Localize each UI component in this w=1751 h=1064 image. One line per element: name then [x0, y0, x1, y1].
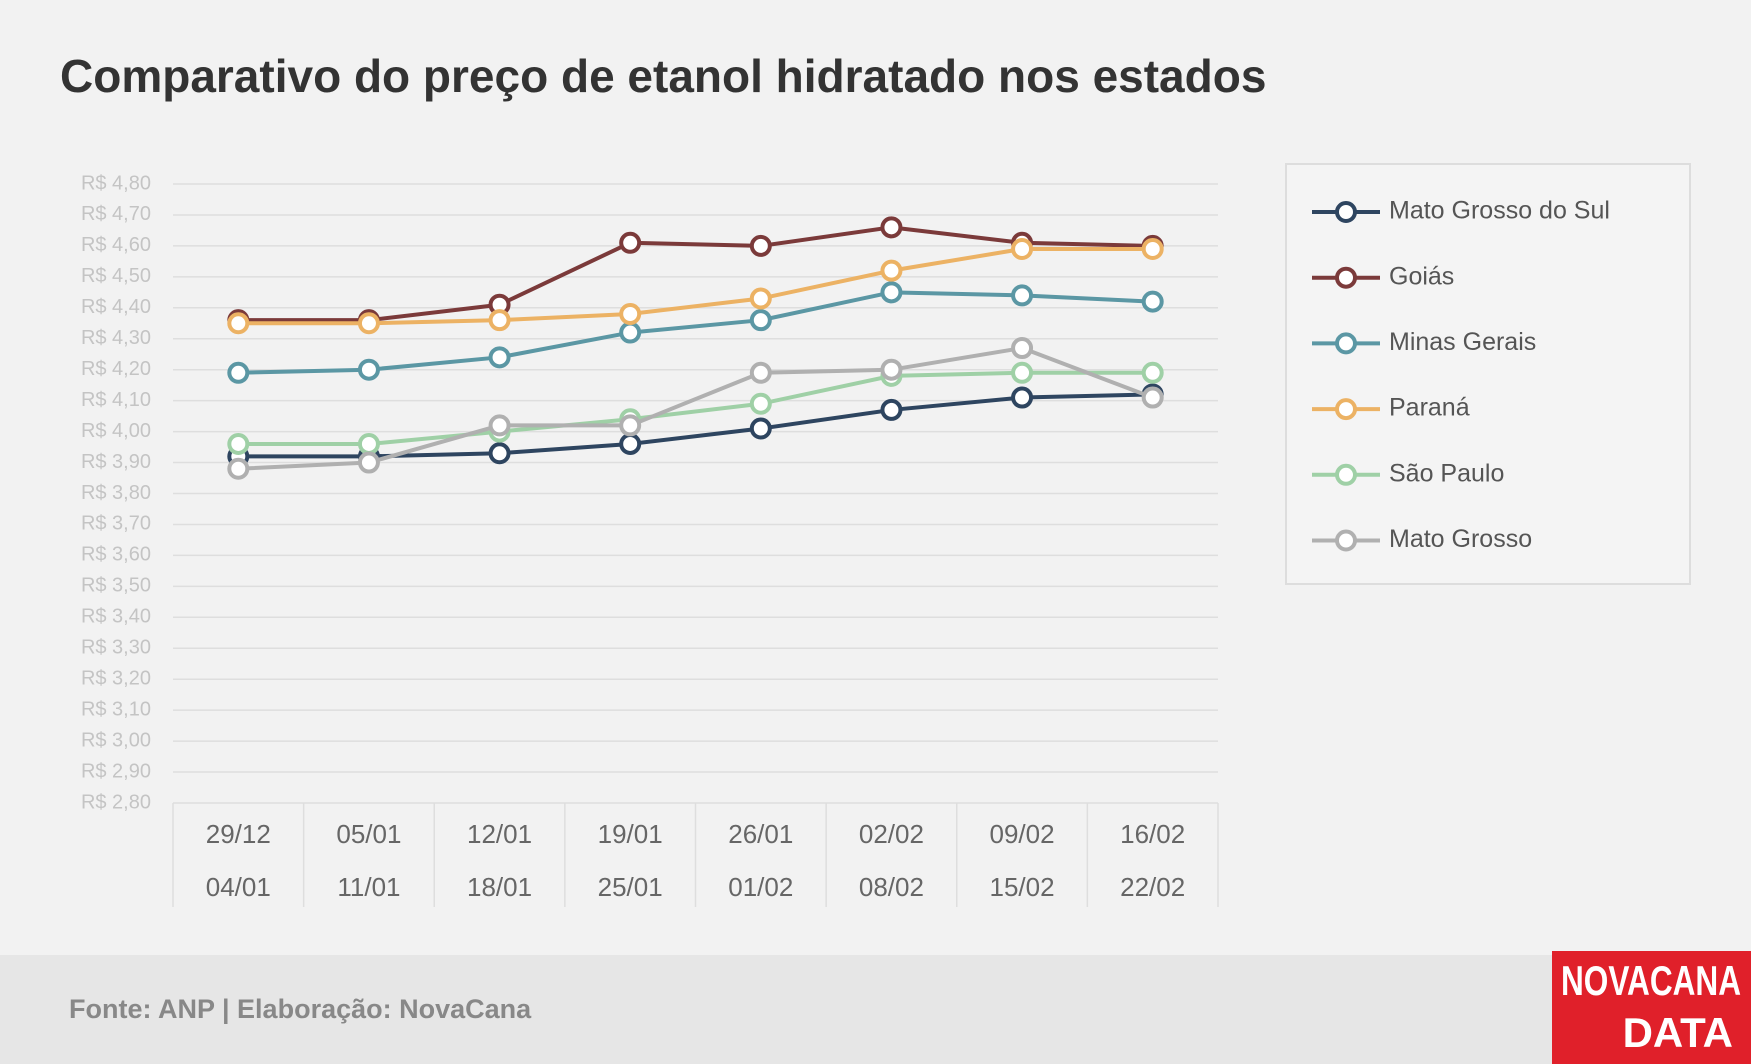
marker [227, 312, 250, 335]
legend-marker [1335, 463, 1357, 486]
y-tick-label: R$ 3,70 [81, 513, 151, 535]
y-tick-label: R$ 3,90 [81, 451, 151, 473]
marker [749, 287, 772, 310]
legend-label: Paraná [1389, 394, 1470, 422]
legend-label: Minas Gerais [1389, 328, 1536, 356]
marker [227, 457, 250, 480]
y-tick-label: R$ 3,00 [81, 729, 151, 751]
y-tick-label: R$ 3,60 [81, 544, 151, 566]
marker [488, 346, 511, 369]
x-tick-label: 16/02 [1120, 819, 1185, 849]
marker [749, 392, 772, 415]
marker [1011, 361, 1034, 384]
marker [357, 432, 380, 455]
y-tick-label: R$ 4,80 [81, 172, 151, 194]
chart-title: Comparativo do preço de etanol hidratado… [60, 50, 1266, 102]
legend-marker [1335, 201, 1357, 223]
marker [1011, 284, 1034, 307]
marker [880, 398, 903, 421]
y-tick-label: R$ 3,40 [81, 606, 151, 628]
y-tick-label: R$ 2,80 [81, 791, 151, 813]
marker [880, 358, 903, 381]
marker [749, 361, 772, 384]
y-tick-label: R$ 4,70 [81, 203, 151, 225]
legend-marker [1335, 266, 1357, 289]
x-tick-label: 01/02 [728, 872, 793, 902]
legend-marker [1335, 332, 1357, 355]
legend-label: Mato Grosso do Sul [1389, 197, 1610, 225]
marker [227, 432, 250, 455]
legend-marker [1335, 529, 1357, 552]
y-tick-label: R$ 4,00 [81, 420, 151, 442]
legend-label: Mato Grosso [1389, 525, 1532, 553]
marker [749, 309, 772, 332]
footer [0, 955, 1751, 1064]
y-tick-label: R$ 4,20 [81, 358, 151, 380]
marker [619, 302, 642, 325]
x-tick-label: 11/01 [337, 872, 400, 902]
y-tick-label: R$ 3,20 [81, 667, 151, 689]
marker [880, 216, 903, 239]
y-tick-label: R$ 2,90 [81, 760, 151, 782]
logo-box [1552, 951, 1751, 1064]
marker [1141, 237, 1164, 260]
source: Fonte: ANP | Elaboração: NovaCana [69, 994, 532, 1024]
y-tick-label: R$ 3,30 [81, 637, 151, 659]
y-tick-label: R$ 3,10 [81, 698, 151, 720]
x-tick-label: 08/02 [859, 872, 924, 902]
marker [1141, 290, 1164, 313]
legend-box [1285, 163, 1691, 585]
y-tick-label: R$ 4,30 [81, 327, 151, 349]
y-tick-label: R$ 4,40 [81, 296, 151, 318]
legend-label: Goiás [1389, 262, 1454, 290]
marker [619, 231, 642, 254]
marker [227, 361, 250, 384]
x-tick-label: 04/01 [206, 872, 271, 902]
marker [619, 432, 642, 455]
marker [880, 281, 903, 304]
x-tick-label: 09/02 [990, 819, 1055, 849]
marker [749, 417, 772, 440]
x-tick-label: 02/02 [859, 819, 924, 849]
x-tick-label: 15/02 [990, 872, 1055, 902]
marker [488, 309, 511, 332]
y-tick-label: R$ 3,80 [81, 482, 151, 504]
marker [1011, 386, 1034, 409]
x-tick-label: 25/01 [598, 872, 663, 902]
x-tick-label: 12/01 [467, 819, 532, 849]
marker [1141, 386, 1164, 409]
marker [619, 321, 642, 344]
y-tick-label: R$ 4,10 [81, 389, 151, 411]
marker [488, 442, 511, 465]
legend-label: São Paulo [1389, 459, 1504, 487]
logo-text: DATA [1623, 1009, 1733, 1056]
logo-text: NOVACANA [1561, 957, 1741, 1004]
marker [619, 414, 642, 437]
x-tick-label: 29/12 [206, 819, 271, 849]
x-tick-label: 18/01 [467, 872, 532, 902]
marker [357, 312, 380, 335]
x-tick-label: 05/01 [336, 819, 401, 849]
line [238, 346, 1154, 471]
marker [880, 259, 903, 282]
marker [1011, 237, 1034, 260]
x-tick-label: 22/02 [1120, 872, 1185, 902]
y-tick-label: R$ 3,50 [81, 575, 151, 597]
line [238, 370, 1153, 446]
marker [357, 451, 380, 474]
marker [1141, 361, 1164, 384]
y-tick-label: R$ 4,60 [81, 234, 151, 256]
marker [357, 358, 380, 381]
line [238, 225, 1153, 323]
legend-marker [1335, 398, 1357, 421]
y-tick-label: R$ 4,50 [81, 265, 151, 287]
line [238, 290, 1153, 375]
x-tick-label: 19/01 [598, 819, 663, 849]
line [238, 246, 1153, 326]
marker [488, 414, 511, 437]
marker [1011, 337, 1034, 360]
marker [749, 234, 772, 257]
x-tick-label: 26/01 [728, 819, 793, 849]
